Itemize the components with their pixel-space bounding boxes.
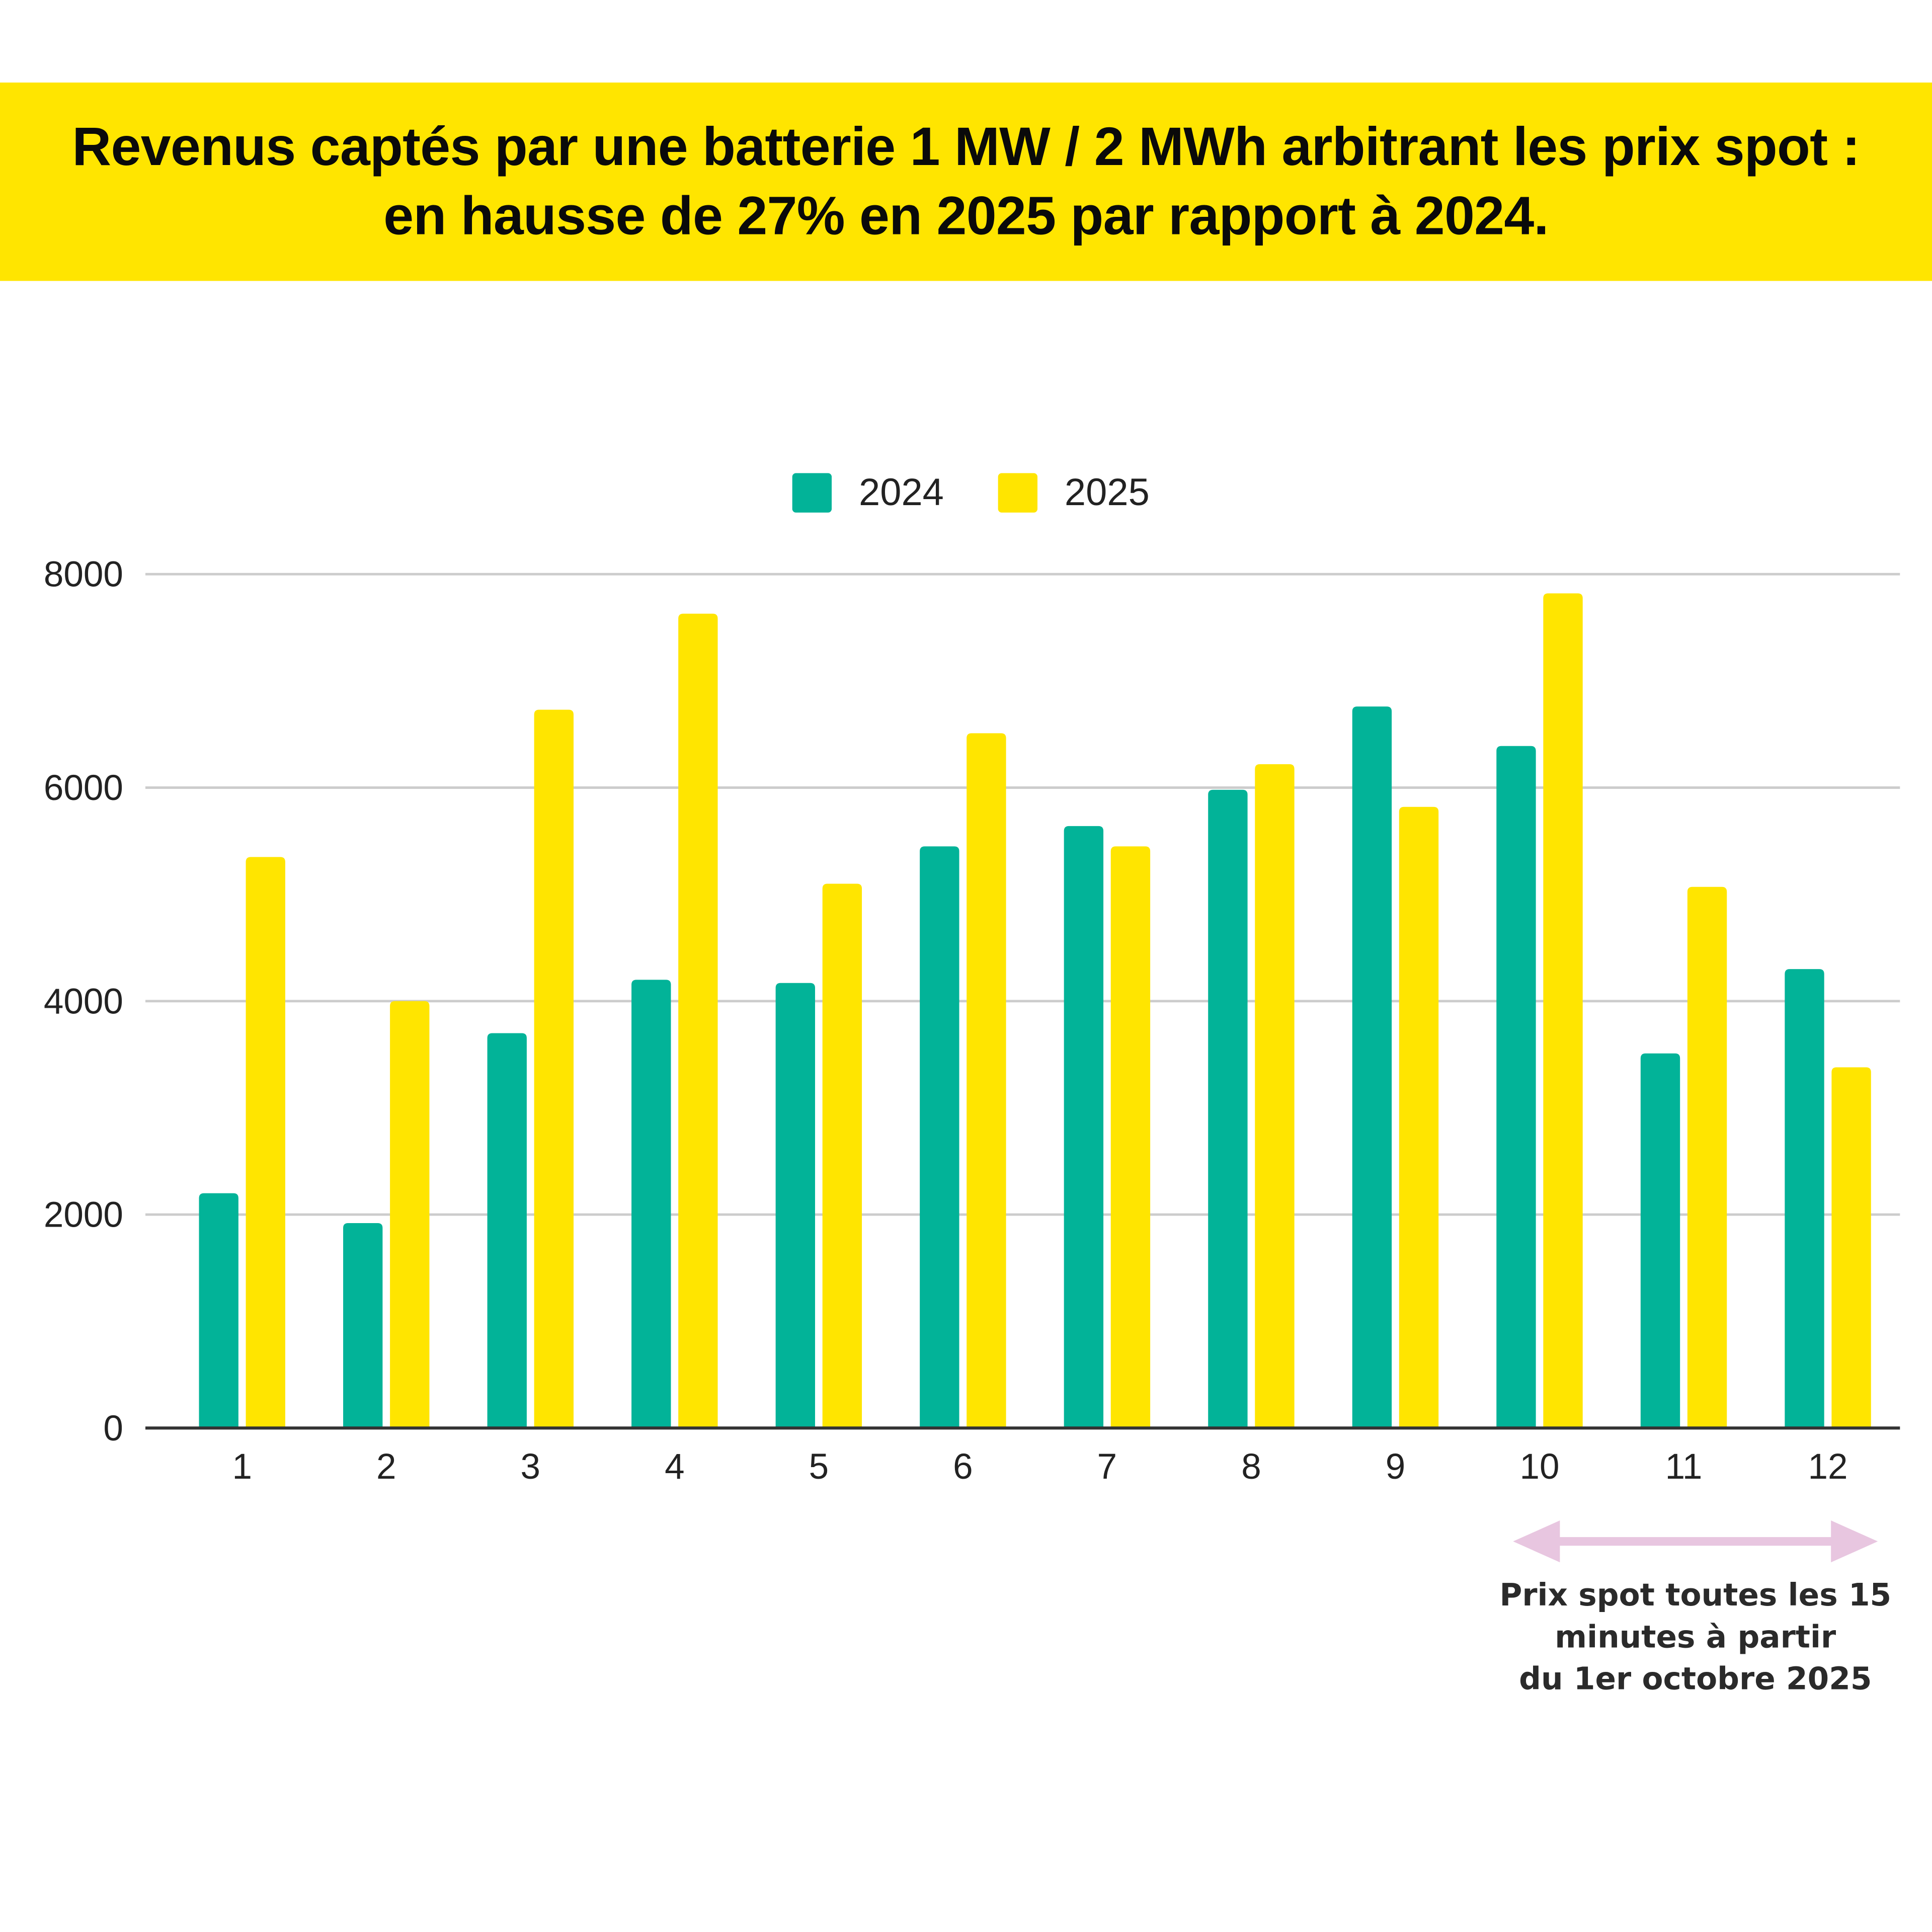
legend-label-2025: 2025 bbox=[1064, 470, 1150, 514]
arrow-head-left bbox=[1513, 1520, 1560, 1563]
legend-swatch-2025 bbox=[998, 473, 1038, 513]
bar-2025-11 bbox=[1687, 887, 1727, 1428]
legend-item-2025[interactable]: 2025 bbox=[998, 471, 1150, 515]
x-tick-label-11: 11 bbox=[1665, 1447, 1703, 1487]
y-tick-label-8000: 8000 bbox=[44, 555, 123, 595]
bar-2024-4 bbox=[631, 980, 671, 1428]
bar-2024-2 bbox=[343, 1223, 383, 1428]
double-arrow-icon bbox=[1513, 1520, 1878, 1563]
bar-2024-3 bbox=[487, 1033, 527, 1428]
legend: 2024 2025 bbox=[0, 468, 1932, 518]
x-axis-ticks: 1 2 3 4 5 6 7 8 9 10 11 12 bbox=[232, 1447, 1847, 1487]
x-tick-label-6: 6 bbox=[953, 1447, 973, 1487]
legend-swatch-2024 bbox=[792, 473, 832, 513]
bar-2025-4 bbox=[678, 613, 718, 1428]
chart-title: Revenus captés par une batterie 1 MW / 2… bbox=[72, 116, 1860, 246]
arrow-head-right bbox=[1831, 1520, 1878, 1563]
y-tick-label-2000: 2000 bbox=[44, 1195, 123, 1235]
annotation-line-3: du 1er octobre 2025 bbox=[1519, 1661, 1872, 1697]
bar-2024-11 bbox=[1640, 1053, 1680, 1428]
bar-2024-8 bbox=[1208, 789, 1248, 1428]
y-axis-ticks: 0 2000 4000 6000 8000 bbox=[44, 555, 123, 1448]
bar-2025-8 bbox=[1255, 764, 1295, 1428]
y-tick-label-6000: 6000 bbox=[44, 768, 123, 808]
bar-2025-10 bbox=[1543, 593, 1583, 1428]
bar-2025-2 bbox=[390, 1001, 430, 1428]
x-tick-label-3: 3 bbox=[521, 1447, 541, 1487]
bar-2025-6 bbox=[967, 733, 1006, 1428]
bar-2025-5 bbox=[822, 883, 862, 1428]
bar-2024-6 bbox=[920, 846, 959, 1428]
bar-2025-3 bbox=[534, 709, 574, 1428]
y-tick-label-4000: 4000 bbox=[44, 982, 123, 1021]
arrow-shaft bbox=[1547, 1537, 1843, 1546]
bars bbox=[199, 593, 1871, 1428]
annotation-note: Prix spot toutes les 15 minutes à partir… bbox=[1479, 1575, 1912, 1701]
legend-item-2024[interactable]: 2024 bbox=[792, 471, 944, 515]
bar-2024-7 bbox=[1064, 826, 1104, 1428]
x-tick-label-4: 4 bbox=[665, 1447, 684, 1487]
annotation-line-1: Prix spot toutes les 15 bbox=[1499, 1577, 1892, 1613]
bar-2024-12 bbox=[1785, 969, 1824, 1428]
x-tick-label-8: 8 bbox=[1241, 1447, 1261, 1487]
y-tick-label-0: 0 bbox=[103, 1409, 123, 1448]
legend-label-2024: 2024 bbox=[859, 470, 944, 514]
bar-2024-10 bbox=[1496, 746, 1536, 1428]
annotation-line-2: minutes à partir bbox=[1555, 1619, 1836, 1655]
bar-2024-5 bbox=[775, 983, 816, 1428]
x-tick-label-2: 2 bbox=[376, 1447, 396, 1487]
x-tick-label-7: 7 bbox=[1097, 1447, 1117, 1487]
bar-2024-1 bbox=[199, 1193, 238, 1428]
gridlines bbox=[145, 573, 1900, 1216]
x-tick-label-5: 5 bbox=[809, 1447, 829, 1487]
x-tick-label-12: 12 bbox=[1808, 1447, 1848, 1487]
x-tick-label-1: 1 bbox=[232, 1447, 252, 1487]
x-tick-label-9: 9 bbox=[1386, 1447, 1406, 1487]
title-banner: Revenus captés par une batterie 1 MW / 2… bbox=[0, 83, 1932, 281]
bar-2025-9 bbox=[1399, 807, 1439, 1428]
bar-2025-7 bbox=[1110, 846, 1151, 1428]
x-tick-label-10: 10 bbox=[1520, 1447, 1560, 1487]
bar-2024-9 bbox=[1352, 706, 1392, 1428]
bar-2025-12 bbox=[1831, 1067, 1871, 1428]
bar-2025-1 bbox=[246, 857, 285, 1428]
